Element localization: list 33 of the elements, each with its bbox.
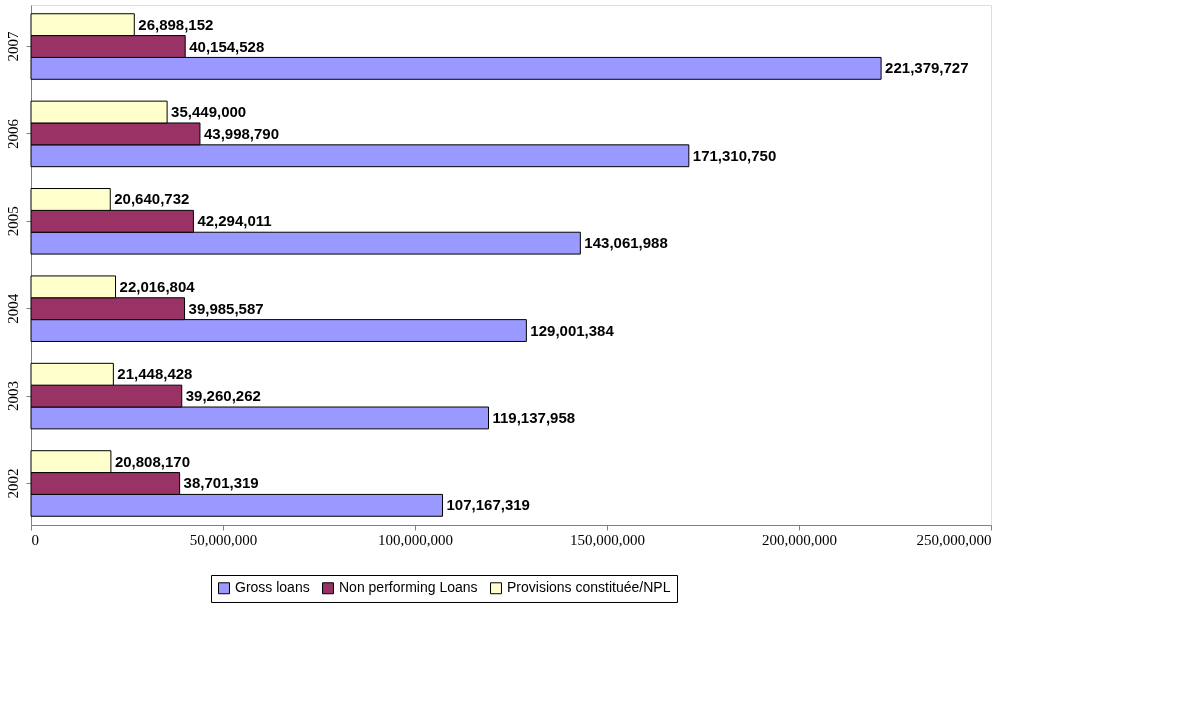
y-tick-label: 2003 — [4, 381, 21, 412]
data-label: 107,167,319 — [446, 496, 530, 514]
y-tick-label: 2005 — [4, 206, 21, 237]
y-tick-label: 2004 — [4, 293, 21, 324]
data-label: 40,154,528 — [189, 37, 265, 55]
data-label: 38,701,319 — [183, 474, 259, 492]
data-label: 42,294,011 — [197, 212, 272, 230]
data-label: 26,898,152 — [138, 15, 214, 33]
data-label: 143,061,988 — [584, 234, 668, 252]
data-label: 221,379,727 — [885, 59, 969, 77]
data-label: 35,449,000 — [171, 103, 247, 121]
data-label: 22,016,804 — [119, 277, 196, 295]
data-label: 43,998,790 — [203, 124, 280, 142]
y-tick-label: 2006 — [4, 118, 21, 149]
data-label: 129,001,384 — [530, 321, 615, 339]
y-tick-label: 2007 — [4, 31, 21, 62]
data-label: 20,640,732 — [114, 190, 190, 208]
data-label: 20,808,170 — [114, 452, 190, 470]
x-tick-label: 200,000,000 — [762, 531, 837, 548]
x-tick-label: 250,000,000 — [916, 531, 992, 548]
y-tick-label: 2002 — [4, 468, 21, 499]
legend-label: Provisions constituée/NPL — [507, 579, 671, 596]
data-label: 39,260,262 — [185, 387, 261, 405]
legend-label: Gross loans — [235, 579, 310, 596]
data-label: 21,448,428 — [117, 365, 193, 383]
data-label: 39,985,587 — [188, 299, 264, 317]
legend-label: Non performing Loans — [339, 579, 478, 596]
x-tick-label: 50,000,000 — [189, 531, 258, 548]
x-tick-label: 150,000,000 — [570, 531, 645, 548]
data-label: 171,310,750 — [692, 146, 777, 164]
x-tick-label: 0 — [31, 531, 39, 548]
data-label: 119,137,958 — [492, 408, 576, 426]
x-tick-label: 100,000,000 — [378, 531, 453, 548]
